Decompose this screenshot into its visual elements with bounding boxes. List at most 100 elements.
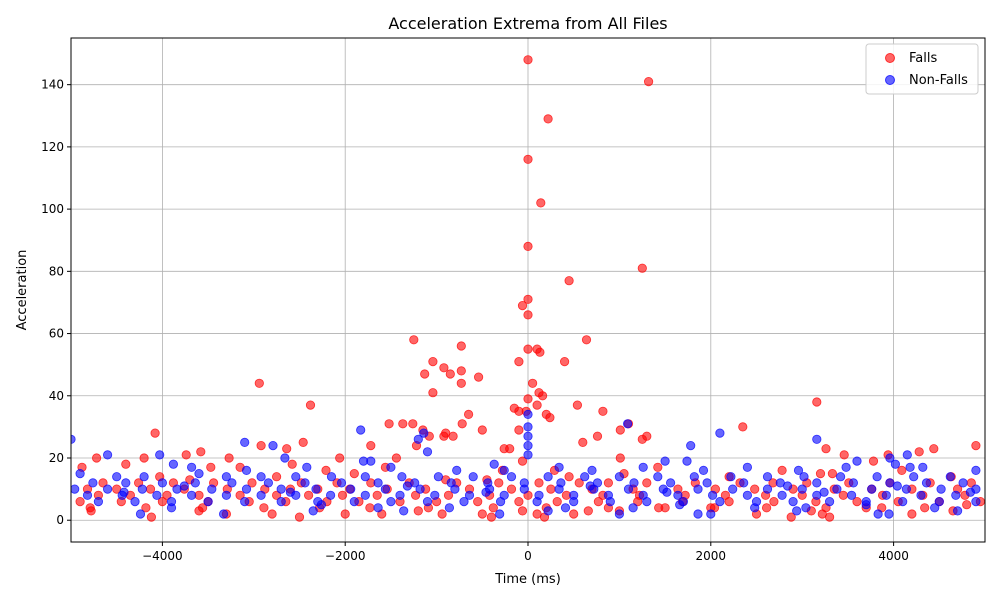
non-falls-point [190, 478, 200, 488]
non-falls-point [686, 440, 696, 451]
non-falls-point [415, 484, 425, 494]
non-falls-point [587, 465, 597, 475]
non-falls-point [628, 503, 638, 513]
falls-point [537, 391, 548, 401]
falls-point [642, 431, 652, 441]
falls-point [298, 437, 308, 447]
falls-point [408, 419, 418, 429]
falls-point [420, 369, 430, 379]
falls-point [517, 506, 528, 516]
falls-point [534, 478, 544, 488]
non-falls-point [221, 490, 231, 500]
non-falls-point [523, 440, 533, 451]
non-falls-point [861, 500, 871, 510]
non-falls-point [395, 490, 405, 500]
non-falls-point [936, 484, 946, 494]
non-falls-point [580, 472, 590, 482]
y-tick-label: 100 [41, 202, 64, 216]
falls-point [398, 419, 408, 429]
non-falls-point [336, 478, 347, 488]
falls-point [473, 372, 484, 382]
falls-point [821, 444, 831, 454]
non-falls-point [728, 484, 738, 494]
y-tick-label: 40 [49, 389, 64, 403]
falls-point [827, 468, 838, 479]
non-falls-point [934, 496, 944, 507]
falls-point [971, 440, 981, 451]
falls-point [271, 472, 282, 482]
non-falls-point [702, 478, 712, 488]
falls-point [75, 496, 85, 507]
falls-point [615, 425, 625, 435]
non-falls-point [792, 506, 802, 516]
falls-point [477, 425, 487, 435]
legend-marker-non-falls [885, 75, 895, 85]
non-falls-point [419, 428, 429, 438]
non-falls-point [715, 496, 725, 507]
non-falls-point [402, 481, 412, 491]
falls-point [413, 506, 423, 516]
non-falls-point [824, 496, 835, 507]
falls-point [439, 363, 449, 373]
falls-point [574, 478, 584, 488]
non-falls-point [846, 490, 857, 500]
non-falls-point [585, 481, 595, 491]
y-tick-label: 0 [56, 513, 64, 527]
falls-point [824, 512, 835, 522]
falls-point [235, 490, 245, 500]
non-falls-point [519, 484, 529, 494]
falls-point [633, 496, 643, 507]
falls-point [653, 462, 663, 472]
falls-point [98, 478, 108, 488]
non-falls-point [543, 472, 553, 482]
falls-point [769, 496, 779, 507]
non-falls-point [623, 484, 634, 494]
y-tick-label: 20 [49, 451, 64, 465]
non-falls-point [179, 481, 189, 491]
falls-point [294, 512, 305, 522]
non-falls-point [308, 506, 318, 516]
non-falls-point [682, 456, 692, 466]
non-falls-point [263, 478, 273, 488]
legend: Falls Non-Falls [865, 43, 979, 95]
non-falls-point [918, 462, 928, 472]
non-falls-point [554, 484, 564, 494]
falls-point [428, 388, 438, 398]
non-falls-point [360, 472, 370, 482]
non-falls-point [605, 496, 615, 507]
falls-point [162, 490, 172, 500]
falls-point [642, 478, 652, 488]
non-falls-point [386, 496, 396, 507]
falls-point [643, 77, 654, 87]
x-axis-label: Time (ms) [494, 572, 561, 587]
falls-point [929, 444, 939, 454]
non-falls-point [742, 462, 753, 472]
non-falls-point [166, 503, 177, 513]
non-falls-point [240, 437, 250, 447]
legend-label-falls: Falls [909, 51, 937, 66]
falls-point [523, 55, 533, 65]
falls-point [593, 496, 604, 507]
falls-point [839, 450, 849, 460]
falls-point [254, 378, 264, 388]
non-falls-point [642, 496, 652, 507]
non-falls-point [157, 478, 167, 488]
non-falls-point [797, 484, 807, 494]
non-falls-point [430, 490, 440, 500]
falls-point [282, 444, 292, 454]
x-tick-label: 2000 [696, 549, 727, 563]
non-falls-point [622, 419, 633, 429]
non-falls-point [532, 496, 542, 507]
series-non-falls [71, 409, 981, 519]
falls-point [523, 154, 533, 164]
falls-point [506, 484, 517, 494]
non-falls-point [638, 462, 648, 472]
non-falls-point [276, 484, 286, 494]
non-falls-point [358, 456, 369, 466]
falls-point [569, 509, 579, 519]
non-falls-point [221, 472, 231, 482]
non-falls-point [873, 509, 883, 519]
falls-point [523, 310, 533, 320]
non-falls-point [268, 440, 278, 451]
non-falls-point [614, 472, 625, 482]
